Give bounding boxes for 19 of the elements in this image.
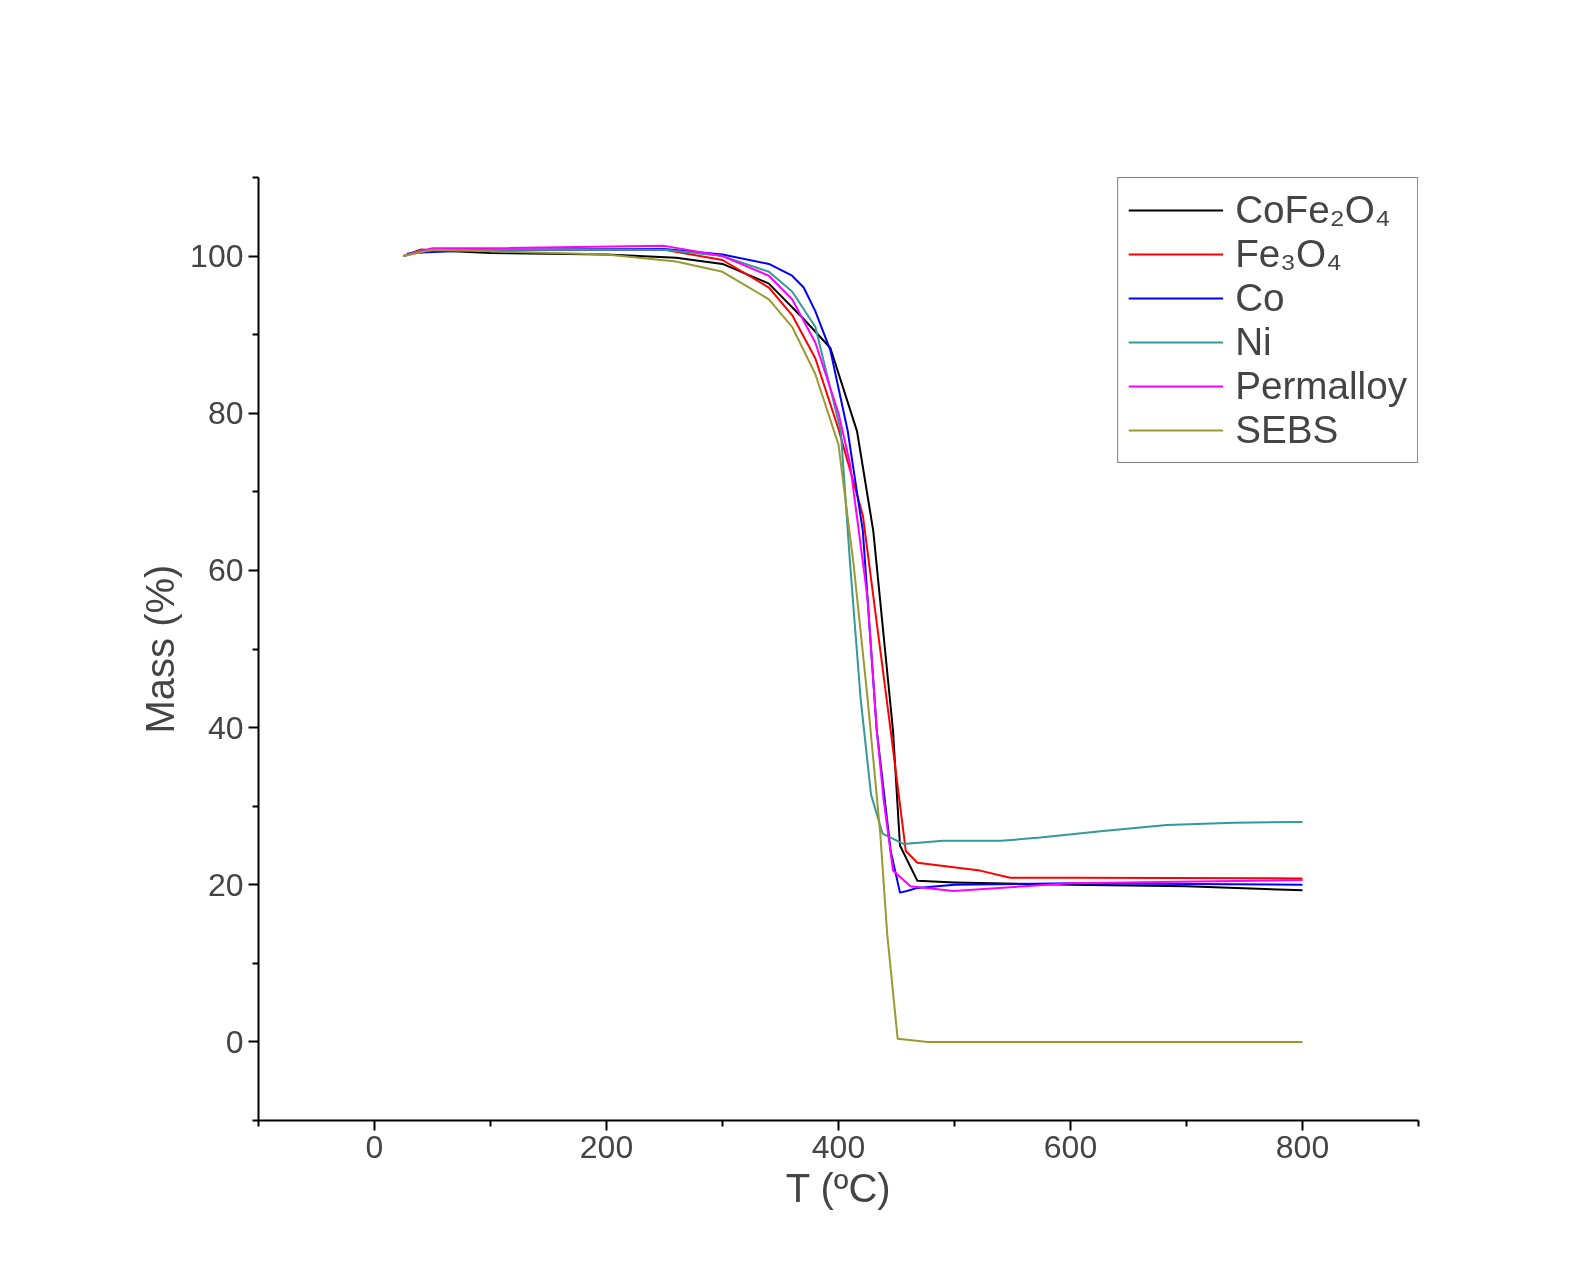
y-tick-label: 80: [207, 395, 244, 432]
x-tick-label: 400: [811, 1128, 866, 1165]
y-tick-label: 40: [207, 709, 244, 746]
x-tick-label: 200: [579, 1128, 634, 1165]
x-axis-title: T (ºC): [785, 1165, 891, 1210]
legend-label: Ni: [1235, 320, 1272, 364]
legend-label: Co: [1235, 276, 1285, 320]
legend-label: Fe₃O₄: [1235, 232, 1342, 276]
legend-label: Permalloy: [1235, 364, 1407, 408]
x-tick-label: 800: [1275, 1128, 1330, 1165]
y-axis-title: Mass (%): [138, 564, 183, 734]
y-tick-label: 60: [207, 552, 244, 589]
y-tick-label: 0: [225, 1023, 244, 1060]
x-tick-label: 0: [365, 1128, 384, 1165]
y-tick-label: 20: [207, 866, 244, 903]
legend-label: CoFe₂O₄: [1235, 188, 1391, 232]
x-tick-label: 600: [1043, 1128, 1098, 1165]
y-tick-label: 100: [190, 238, 244, 275]
legend-label: SEBS: [1235, 408, 1339, 452]
